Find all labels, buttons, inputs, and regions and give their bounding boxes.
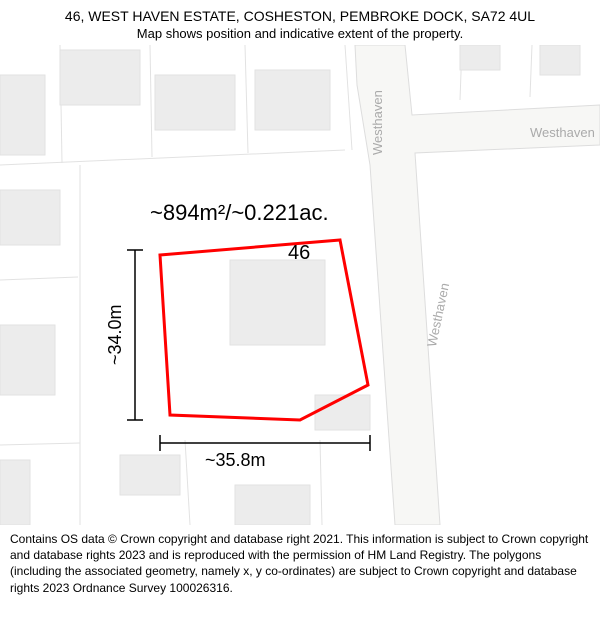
map-svg: [0, 45, 600, 525]
building: [255, 70, 330, 130]
building: [0, 460, 30, 525]
parcel-line: [320, 440, 322, 525]
building: [460, 45, 500, 70]
building: [0, 190, 60, 245]
parcel-line: [0, 277, 78, 280]
parcel-line: [0, 150, 345, 165]
page-subtitle: Map shows position and indicative extent…: [10, 26, 590, 41]
parcel-line: [0, 443, 80, 445]
building: [540, 45, 580, 75]
parcel-line: [245, 45, 248, 153]
parcel-line: [150, 45, 152, 157]
road-label: Westhaven: [370, 90, 385, 155]
road: [355, 45, 600, 525]
building: [0, 75, 45, 155]
parcel-line: [530, 45, 532, 97]
building: [0, 325, 55, 395]
dimension-width-label: ~35.8m: [205, 450, 266, 471]
building: [155, 75, 235, 130]
area-label: ~894m²/~0.221ac.: [150, 200, 329, 226]
dimension-height-label: ~34.0m: [105, 304, 126, 365]
map-canvas: ~894m²/~0.221ac. 46 ~34.0m ~35.8m Westha…: [0, 45, 600, 525]
page-title: 46, WEST HAVEN ESTATE, COSHESTON, PEMBRO…: [10, 8, 590, 24]
road-label: Westhaven: [530, 125, 595, 140]
footer-copyright: Contains OS data © Crown copyright and d…: [0, 525, 600, 604]
parcel-line: [345, 45, 352, 150]
header: 46, WEST HAVEN ESTATE, COSHESTON, PEMBRO…: [0, 0, 600, 45]
building: [120, 455, 180, 495]
building: [230, 260, 325, 345]
building: [60, 50, 140, 105]
house-number-label: 46: [288, 242, 310, 265]
building: [315, 395, 370, 430]
parcel-line: [185, 440, 190, 525]
building: [235, 485, 310, 525]
